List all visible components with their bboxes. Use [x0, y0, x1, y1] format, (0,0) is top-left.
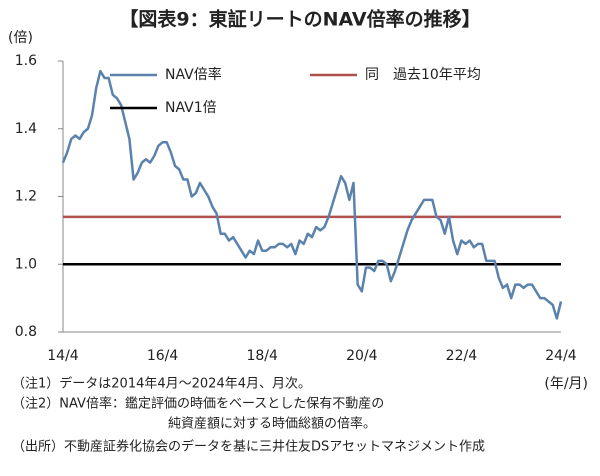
y-tick-label: 1.4	[15, 121, 37, 137]
chart-title: 【図表9：東証リートのNAV倍率の推移】	[119, 8, 480, 31]
x-tick-label: 20/4	[346, 348, 378, 364]
x-tick-label: 22/4	[446, 348, 478, 364]
x-tick-label: 16/4	[147, 348, 179, 364]
x-tick-label: 24/4	[545, 348, 577, 364]
y-axis-label: (倍)	[8, 30, 33, 46]
x-tick-label: 14/4	[47, 348, 79, 364]
legend-label: NAV倍率	[165, 66, 222, 83]
legend-label: NAV1倍	[165, 100, 217, 116]
y-tick-label: 1.6	[15, 53, 37, 69]
y-tick-label: 1.0	[15, 256, 37, 272]
legend-label: 同 過去10年平均	[365, 67, 481, 83]
note: （注2）NAV倍率：鑑定評価の時価をベースとした保有不動産の	[12, 396, 384, 412]
note: 純資産額に対する時価総額の倍率。	[168, 416, 376, 432]
y-tick-label: 0.8	[15, 324, 37, 340]
series-line	[61, 69, 563, 320]
y-tick-label: 1.2	[15, 189, 37, 205]
x-axis-label: (年/月)	[544, 376, 588, 392]
note: （注1）データは2014年4月～2024年4月、月次。	[12, 376, 311, 392]
x-tick-label: 18/4	[246, 348, 278, 364]
note: （出所）不動産証券化協会のデータを基に三井住友DSアセットマネジメント作成	[12, 439, 485, 455]
